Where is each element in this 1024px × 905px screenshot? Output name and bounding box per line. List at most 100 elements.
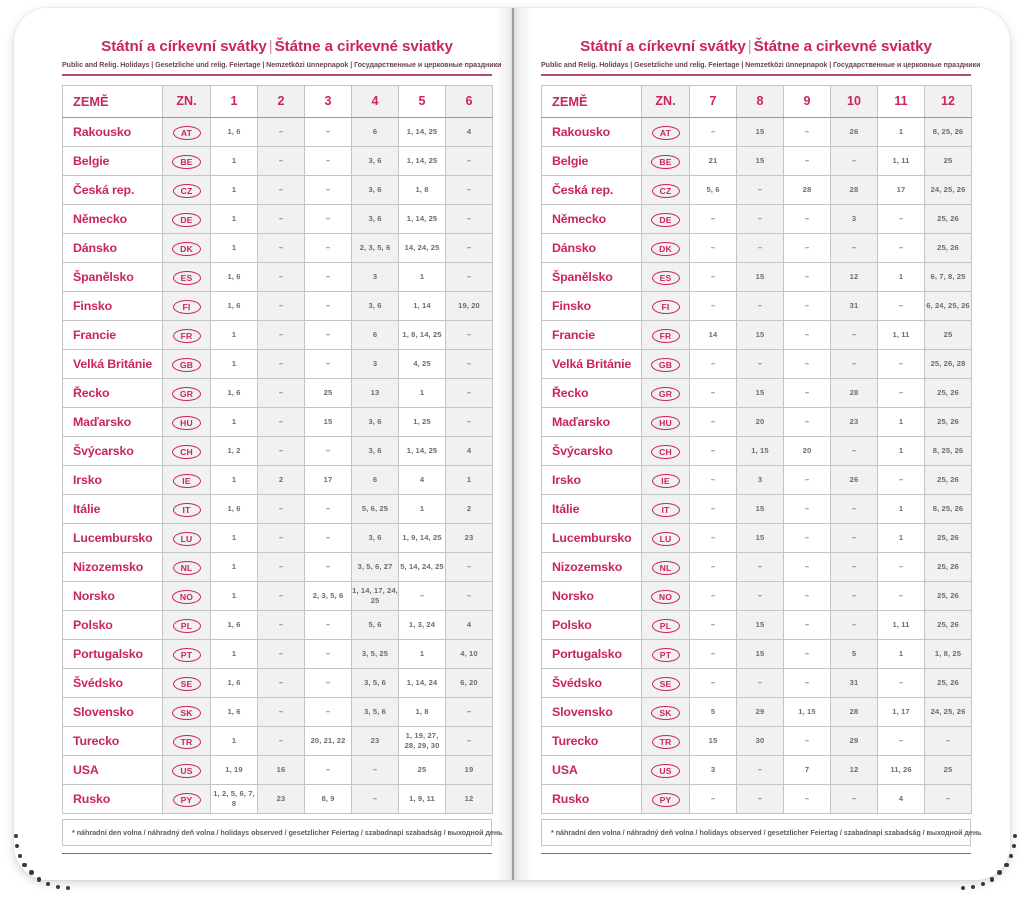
holiday-days-cell: 1, 6 <box>210 667 258 698</box>
table-row: Francie FR 14 15– –1, 11 25 <box>541 319 972 350</box>
country-code-cell: IT <box>641 493 690 524</box>
country-name-cell: Itálie <box>62 493 163 524</box>
country-code-cell: PL <box>162 609 211 640</box>
holiday-days-cell: – <box>924 725 972 756</box>
country-name-cell: Maďarsko <box>541 406 642 437</box>
holiday-days-cell: – <box>736 174 784 205</box>
corner-dot <box>989 876 995 882</box>
holiday-days-cell: 1, 6 <box>210 377 258 408</box>
holiday-days-cell: – <box>689 783 737 814</box>
country-code-badge: FI <box>172 300 201 315</box>
holiday-days-cell: – <box>689 377 737 408</box>
country-name-cell: Francie <box>62 319 163 350</box>
holiday-days-cell: – <box>445 145 493 176</box>
country-name-cell: Belgie <box>62 145 163 176</box>
country-code-badge: DK <box>172 242 201 257</box>
holiday-days-cell: – <box>736 551 784 582</box>
holiday-days-cell: – <box>877 551 925 582</box>
country-code-badge: CZ <box>651 184 680 199</box>
holiday-days-cell: 6, 24, 25, 26 <box>924 290 972 321</box>
country-code-cell: CZ <box>641 174 690 205</box>
holiday-days-cell: 1, 15 <box>783 696 831 727</box>
table-row: Španělsko ES 1, 6– –3 1– <box>62 261 493 292</box>
holiday-days-cell: – <box>304 261 352 292</box>
holiday-days-cell: 25, 26 <box>924 580 972 611</box>
table-row: Česká rep. CZ 1– –3, 6 1, 8– <box>62 174 493 205</box>
holiday-days-cell: – <box>877 667 925 698</box>
country-code-cell: LU <box>641 522 690 553</box>
holiday-days-cell: 25 <box>304 377 352 408</box>
holiday-days-cell: 1, 14, 25 <box>398 116 446 147</box>
country-code-badge: ES <box>651 271 680 286</box>
right-page: Státní a církevní svátky | Štátne a cirkev… <box>513 8 1010 880</box>
holiday-days-cell: 28 <box>830 696 878 727</box>
country-code-badge: CZ <box>172 184 201 199</box>
holiday-days-cell: 19 <box>445 754 493 785</box>
table-row: Rakousko AT –15–26 1 8, 25, 26 <box>541 116 972 147</box>
holiday-days-cell: – <box>783 145 831 176</box>
holiday-days-cell: – <box>257 174 305 205</box>
holiday-days-cell: 1 <box>877 406 925 437</box>
holiday-days-cell: 1 <box>877 493 925 524</box>
table-row: Turecko TR 1–20, 21, 22 23 1, 19, 27, 28, 29… <box>62 725 493 756</box>
holiday-days-cell: – <box>830 609 878 640</box>
holiday-days-cell: – <box>689 261 737 292</box>
holiday-days-cell: – <box>445 696 493 727</box>
header-row: ZEMĚ ZN. 1 2 3 4 5 6 <box>62 84 493 118</box>
country-code-badge: NL <box>651 561 680 576</box>
country-code-badge: ES <box>172 271 201 286</box>
holiday-days-cell: – <box>736 667 784 698</box>
country-code-badge: FI <box>651 300 680 315</box>
country-code-cell: GB <box>162 348 211 379</box>
holiday-days-cell: 1 <box>210 348 258 379</box>
holiday-days-cell: 6, 7, 8, 25 <box>924 261 972 292</box>
country-code-cell: SE <box>162 667 211 698</box>
holiday-days-cell: – <box>783 116 831 147</box>
country-name-cell: Německo <box>541 203 642 234</box>
country-name-cell: Irsko <box>62 464 163 495</box>
holiday-days-cell: 1, 14, 24 <box>398 667 446 698</box>
country-code-badge: GB <box>650 358 681 373</box>
holiday-days-cell: 6 <box>351 116 399 147</box>
country-code-cell: SK <box>641 696 690 727</box>
holiday-days-cell: – <box>877 232 925 263</box>
country-code-badge: SE <box>172 677 201 692</box>
country-name-cell: Lucembursko <box>62 522 163 553</box>
col-header-code: ZN. <box>162 84 211 118</box>
col-header-code: ZN. <box>641 84 690 118</box>
holiday-days-cell: 1, 2, 5, 6, 7, 8 <box>210 783 258 814</box>
country-name-cell: Česká rep. <box>62 174 163 205</box>
country-code-cell: DK <box>641 232 690 263</box>
holiday-days-cell: – <box>304 609 352 640</box>
holiday-days-cell: 25, 26 <box>924 609 972 640</box>
holiday-days-cell: – <box>304 754 352 785</box>
table-row: Německo DE – – –3–25, 26 <box>541 203 972 234</box>
col-header-month-6: 6 <box>445 84 493 118</box>
holiday-days-cell: 31 <box>830 290 878 321</box>
country-code-cell: DE <box>162 203 211 234</box>
holiday-days-cell: 1, 19, 27, 28, 29, 30 <box>398 725 446 756</box>
country-name-cell: Rusko <box>541 783 642 814</box>
holiday-days-cell: – <box>257 261 305 292</box>
holiday-days-cell: 1 <box>877 116 925 147</box>
holiday-days-cell: 25 <box>924 754 972 785</box>
holiday-days-cell: 12 <box>830 754 878 785</box>
holiday-days-cell: 8, 25, 26 <box>924 435 972 466</box>
holiday-days-cell: 4 <box>445 435 493 466</box>
holiday-days-cell: 1 <box>210 638 258 669</box>
holiday-days-cell: 25, 26 <box>924 464 972 495</box>
country-code-cell: BE <box>641 145 690 176</box>
holiday-days-cell: – <box>783 406 831 437</box>
holiday-days-cell: – <box>736 754 784 785</box>
holiday-days-cell: 1 <box>445 464 493 495</box>
table-row: Dánsko DK – – – – –25, 26 <box>541 232 972 263</box>
holiday-days-cell: – <box>736 348 784 379</box>
holiday-days-cell: 31 <box>830 667 878 698</box>
country-code-badge: LU <box>651 532 680 547</box>
holiday-days-cell: – <box>783 348 831 379</box>
country-code-badge: FR <box>172 329 201 344</box>
country-name-cell: Finsko <box>541 290 642 321</box>
country-code-cell: CH <box>641 435 690 466</box>
table-row: Velká Británie GB – – – – –25, 26, 28 <box>541 348 972 379</box>
country-code-badge: SE <box>651 677 680 692</box>
